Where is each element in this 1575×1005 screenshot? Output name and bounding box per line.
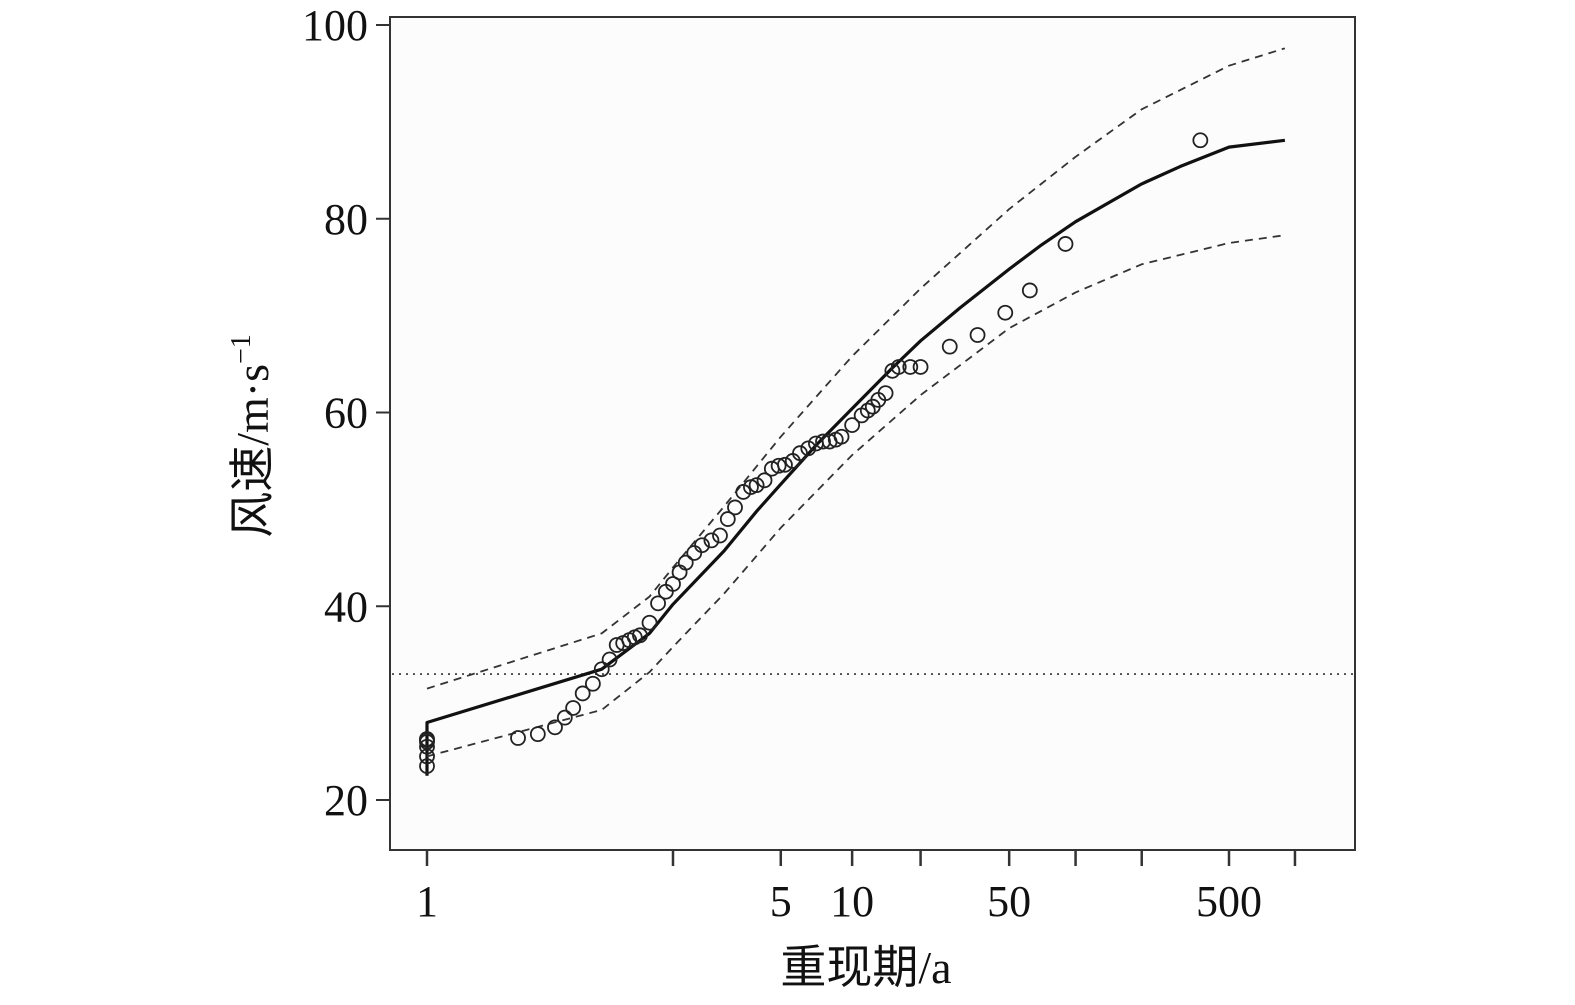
data-point	[941, 338, 958, 355]
data-point	[833, 428, 850, 445]
plot-frame	[389, 16, 1356, 851]
y-tick-label: 40	[324, 582, 368, 631]
data-point	[665, 576, 681, 592]
data-point	[844, 417, 861, 433]
data-point	[712, 527, 728, 544]
data-point	[547, 719, 563, 736]
data-point	[419, 731, 435, 747]
y-axis-title-main: 风速/m·s	[227, 364, 278, 538]
data-point	[902, 359, 919, 375]
data-point	[419, 758, 435, 774]
data-point	[719, 511, 736, 527]
data-point	[601, 651, 618, 668]
data-point	[677, 554, 694, 571]
x-tick-label: 5	[770, 877, 792, 926]
data-point	[890, 359, 907, 375]
data-point	[815, 433, 831, 450]
y-tick-label: 60	[324, 389, 368, 438]
x-axis-title: 重现期/a	[780, 942, 951, 993]
data-point	[1192, 132, 1209, 149]
x-tick-label: 1	[416, 877, 438, 926]
data-point	[650, 595, 666, 612]
data-point	[735, 484, 752, 500]
plot-background	[390, 17, 1355, 850]
data-point	[1021, 282, 1038, 299]
x-axis: 1 5 10 50 500	[416, 850, 1297, 926]
data-point	[632, 627, 648, 644]
data-point	[574, 685, 591, 702]
confidence-bound-line	[426, 234, 1286, 758]
data-point	[556, 709, 573, 726]
data-point	[641, 614, 658, 631]
confidence-bound-line	[426, 47, 1286, 690]
y-axis-title: 风速/m·s−1	[226, 334, 278, 538]
data-point	[912, 359, 929, 375]
points-layer	[419, 132, 1209, 774]
data-point	[703, 532, 720, 549]
x-tick-label: 10	[830, 877, 874, 926]
data-point	[800, 440, 817, 457]
y-tick-label: 20	[324, 776, 368, 825]
data-point	[565, 700, 582, 716]
y-axis: 20 40 60 80 100	[302, 1, 390, 825]
data-point	[756, 472, 773, 489]
data-point	[792, 445, 808, 462]
data-point	[1057, 236, 1074, 252]
y-tick-label: 80	[324, 195, 368, 244]
data-point	[969, 327, 986, 343]
data-point	[997, 304, 1014, 321]
data-point	[510, 730, 526, 746]
data-point	[419, 738, 435, 755]
data-point	[694, 537, 710, 554]
data-point	[748, 477, 765, 494]
data-point	[770, 457, 787, 474]
x-tick-label: 50	[987, 877, 1031, 926]
data-point	[529, 726, 546, 743]
data-point	[859, 402, 876, 419]
data-point	[593, 661, 610, 678]
y-axis-title-sup: −1	[226, 334, 257, 364]
data-point	[777, 456, 793, 473]
data-point	[727, 499, 743, 516]
y-tick-label: 100	[302, 1, 368, 50]
data-point	[584, 675, 601, 692]
data-point	[877, 385, 894, 402]
x-tick-label: 500	[1196, 877, 1262, 926]
